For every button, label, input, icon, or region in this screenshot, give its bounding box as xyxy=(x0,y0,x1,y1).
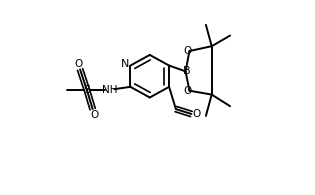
Text: O: O xyxy=(192,109,200,119)
Text: NH: NH xyxy=(102,85,118,95)
Text: O: O xyxy=(183,86,191,96)
Text: S: S xyxy=(83,85,90,95)
Text: N: N xyxy=(121,59,130,69)
Text: O: O xyxy=(74,59,83,69)
Text: O: O xyxy=(183,46,191,56)
Text: B: B xyxy=(183,66,190,76)
Text: O: O xyxy=(90,110,98,120)
